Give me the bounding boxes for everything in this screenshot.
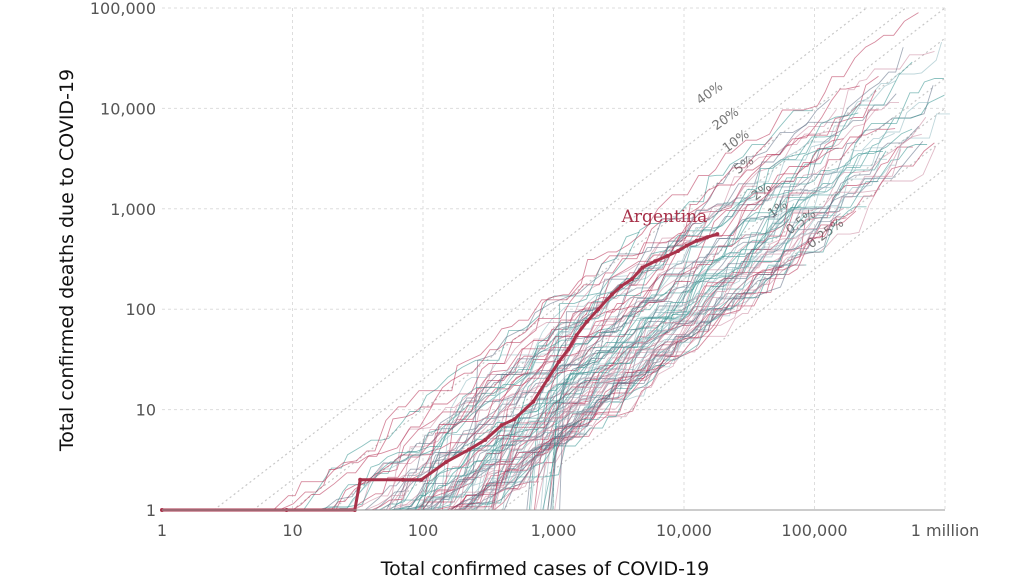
- x-tick-label: 1 million: [911, 521, 980, 540]
- country-trajectory-line: [491, 80, 897, 511]
- x-tick-label: 1: [157, 521, 167, 540]
- argentina-data-point: [545, 377, 550, 382]
- reference-line: [292, 7, 946, 511]
- argentina-series-label: Argentina: [621, 207, 708, 227]
- country-trajectory-line: [266, 218, 789, 511]
- argentina-data-point: [630, 276, 635, 281]
- argentina-data-point: [443, 460, 448, 465]
- country-trajectory-line: [547, 210, 857, 511]
- argentina-data-point: [531, 399, 536, 404]
- y-tick-label: 10: [136, 401, 156, 420]
- axes: 1 10 100 1,000 10,000 100,000 1 million 1 10 100 1…: [90, 0, 979, 540]
- country-trajectory-line: [323, 197, 752, 511]
- country-trajectory-line: [421, 281, 689, 511]
- argentina-data-point: [400, 477, 405, 482]
- argentina-data-point: [512, 417, 517, 422]
- country-trajectory-line: [559, 47, 904, 511]
- country-trajectory-line: [458, 101, 899, 511]
- reference-line-label: 40%: [694, 79, 726, 108]
- y-axis-title: Total confirmed deaths due to COVID-19: [56, 69, 78, 452]
- argentina-data-point: [566, 347, 571, 352]
- country-trajectory-line: [491, 367, 627, 511]
- reference-line-label: 20%: [710, 105, 742, 134]
- y-tick-label: 1: [146, 501, 156, 520]
- argentina-data-point: [619, 284, 624, 289]
- reference-line: [501, 168, 946, 511]
- country-trajectory-line: [400, 260, 706, 511]
- x-tick-label: 100: [408, 521, 439, 540]
- argentina-data-point: [704, 235, 709, 240]
- x-axis-title: Total confirmed cases of COVID-19: [380, 558, 709, 576]
- country-trajectory-line: [493, 230, 814, 511]
- x-tick-label: 10: [282, 521, 302, 540]
- argentina-data-point: [574, 333, 579, 338]
- x-tick-label: 100,000: [781, 521, 847, 540]
- argentina-data-point: [499, 423, 504, 428]
- country-trajectory-line: [244, 133, 922, 511]
- country-trajectory-line: [332, 112, 859, 511]
- argentina-data-point: [609, 292, 614, 297]
- country-trajectory-line: [265, 85, 860, 511]
- y-tick-label: 100: [125, 300, 156, 319]
- country-trajectory-line: [291, 207, 845, 511]
- reference-line: [383, 77, 946, 511]
- country-trajectory-line: [542, 206, 867, 511]
- country-trajectory-line: [535, 309, 710, 511]
- x-tick-label: 10,000: [656, 521, 712, 540]
- country-trajectory-line: [473, 147, 883, 511]
- argentina-data-point: [684, 243, 689, 248]
- country-trajectory-line: [502, 41, 943, 511]
- country-trajectory-line: [526, 262, 792, 511]
- country-trajectory-line: [278, 89, 877, 511]
- country-trajectory-line: [488, 171, 842, 511]
- reference-line: [252, 7, 907, 511]
- background-country-lines: [201, 12, 950, 511]
- reference-line-label: 10%: [720, 127, 752, 156]
- country-trajectory-line: [420, 148, 831, 511]
- y-tick-label: 10,000: [100, 99, 156, 118]
- country-trajectory-line: [547, 150, 883, 511]
- country-trajectory-line: [439, 275, 629, 511]
- country-trajectory-line: [440, 196, 871, 511]
- reference-line: [213, 7, 867, 511]
- argentina-data-point: [676, 248, 681, 253]
- country-trajectory-line: [258, 110, 813, 511]
- highlight-series: Argentina: [160, 207, 720, 512]
- y-tick-label: 100,000: [90, 0, 156, 18]
- argentina-data-point: [466, 447, 471, 452]
- argentina-data-point: [419, 477, 424, 482]
- country-trajectory-line: [552, 231, 640, 511]
- argentina-data-point: [584, 319, 589, 324]
- country-trajectory-line: [278, 136, 773, 511]
- country-trajectory-line: [394, 376, 586, 511]
- argentina-data-point: [694, 238, 699, 243]
- country-trajectory-line: [235, 12, 919, 511]
- country-trajectory-line: [550, 141, 924, 511]
- argentina-data-point: [640, 265, 645, 270]
- x-tick-label: 1,000: [531, 521, 577, 540]
- country-trajectory-line: [302, 75, 879, 511]
- argentina-data-point: [483, 437, 488, 442]
- country-trajectory-line: [226, 189, 808, 511]
- country-trajectory-line: [251, 301, 673, 511]
- country-trajectory-line: [295, 94, 945, 511]
- country-trajectory-line: [450, 359, 665, 511]
- argentina-data-point: [596, 307, 601, 312]
- argentina-data-point: [665, 253, 670, 258]
- argentina-data-point: [715, 232, 720, 237]
- country-trajectory-line: [471, 98, 830, 511]
- argentina-data-point: [556, 359, 561, 364]
- y-tick-label: 1,000: [110, 200, 156, 219]
- country-trajectory-line: [241, 61, 913, 511]
- argentina-data-point: [653, 259, 658, 264]
- argentina-data-point: [358, 477, 363, 482]
- country-trajectory-line: [390, 206, 825, 511]
- country-trajectory-line: [466, 407, 585, 511]
